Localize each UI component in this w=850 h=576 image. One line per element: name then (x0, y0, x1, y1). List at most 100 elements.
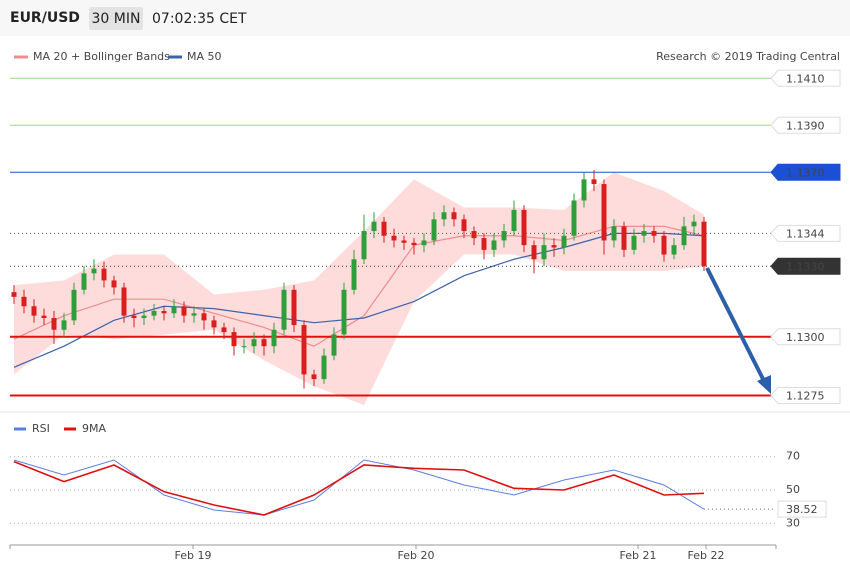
candle-body (401, 240, 407, 243)
x-tick-label: Feb 21 (620, 549, 657, 562)
candle-body (381, 221, 387, 236)
x-tick-label: Feb 19 (175, 549, 212, 562)
candle-body (351, 259, 357, 290)
level-label: 1.1330 (786, 260, 825, 273)
indicator-line (13, 225, 705, 347)
candle-body (551, 245, 557, 248)
level-label: 1.1300 (786, 331, 825, 344)
candle-body (511, 209, 517, 232)
candle-body (11, 292, 17, 297)
last-value-label: 38.52 (786, 503, 818, 516)
y-tick-label: 30 (786, 516, 800, 529)
candle-body (421, 240, 427, 246)
candle-body (481, 238, 487, 250)
candle-body (281, 289, 287, 330)
legend-label: 9MA (82, 422, 106, 435)
candle-body (251, 339, 257, 347)
candle-body (111, 280, 117, 288)
candle-body (391, 235, 397, 241)
candle-body (291, 289, 297, 326)
candle-body (491, 240, 497, 250)
level-label: 1.1410 (786, 72, 825, 85)
interval: 30 MIN (92, 11, 141, 27)
candle-body (571, 200, 577, 236)
arrow-shaft (705, 267, 766, 382)
candle-body (411, 242, 417, 246)
indicator-line (13, 459, 705, 516)
interval-box (89, 7, 143, 30)
candle-body (561, 235, 567, 248)
level-label: 1.1390 (786, 119, 825, 132)
level-label-box (770, 387, 841, 405)
candle-body (201, 313, 207, 321)
x-tick-label: Feb 20 (398, 549, 435, 562)
candle-body (231, 332, 237, 347)
candle-body (641, 231, 647, 236)
candle-body (81, 273, 87, 290)
candle-body (441, 212, 447, 220)
level-label: 1.1370 (786, 166, 825, 179)
candle-body (471, 231, 477, 239)
candle-body (671, 245, 677, 255)
candle-body (31, 306, 37, 316)
candle-body (701, 221, 707, 267)
credit: Research © 2019 Trading Central (656, 50, 840, 63)
candle-body (661, 235, 667, 255)
candle-body (621, 226, 627, 250)
legend-label: RSI (32, 422, 50, 435)
candle-body (91, 268, 97, 274)
candle-body (61, 320, 67, 330)
candle-body (21, 296, 27, 307)
last-value-box (777, 500, 827, 518)
candle-body (221, 327, 227, 333)
candle-body (141, 315, 147, 318)
symbol: EUR/USD (10, 10, 80, 26)
candle-body (301, 325, 307, 375)
candle-body (171, 306, 177, 314)
candle-body (681, 226, 687, 246)
candle-body (501, 231, 507, 241)
candle-body (211, 320, 217, 328)
candle-body (261, 339, 267, 347)
candle-body (591, 179, 597, 185)
x-tick-label: Feb 22 (688, 549, 725, 562)
indicator-line (13, 460, 705, 516)
indicator-line (13, 232, 705, 368)
candle-body (361, 231, 367, 260)
candle-body (541, 245, 547, 260)
candle-body (331, 334, 337, 356)
y-tick-label: 50 (786, 483, 800, 496)
candle-body (101, 268, 107, 281)
candle-body (531, 245, 537, 260)
candle-body (71, 289, 77, 321)
candle-body (341, 289, 347, 335)
arrow-head (757, 375, 771, 394)
candle-body (191, 313, 197, 316)
level-label: 1.1344 (786, 227, 825, 240)
level-label-box (770, 224, 841, 242)
legend-label: MA 20 + Bollinger Bands (33, 50, 170, 63)
candle-body (151, 310, 157, 316)
level-label-box (770, 328, 841, 346)
y-tick-label: 70 (786, 450, 800, 463)
candle-body (131, 315, 137, 318)
candle-body (371, 221, 377, 232)
level-label-box (770, 257, 841, 275)
legend-label: MA 50 (187, 50, 222, 63)
candle-body (521, 209, 527, 246)
candle-body (121, 287, 127, 316)
candle-body (691, 221, 697, 227)
candle-body (321, 355, 327, 380)
candle-body (651, 231, 657, 236)
candle-body (41, 315, 47, 318)
level-label-box (770, 163, 841, 181)
candle-body (271, 329, 277, 347)
candle-body (431, 219, 437, 241)
candle-body (461, 219, 467, 232)
time: 07:02:35 CET (152, 11, 247, 27)
candle-body (241, 346, 247, 348)
forecast-arrow (705, 267, 771, 394)
candle-body (181, 306, 187, 316)
candle-body (631, 235, 637, 250)
